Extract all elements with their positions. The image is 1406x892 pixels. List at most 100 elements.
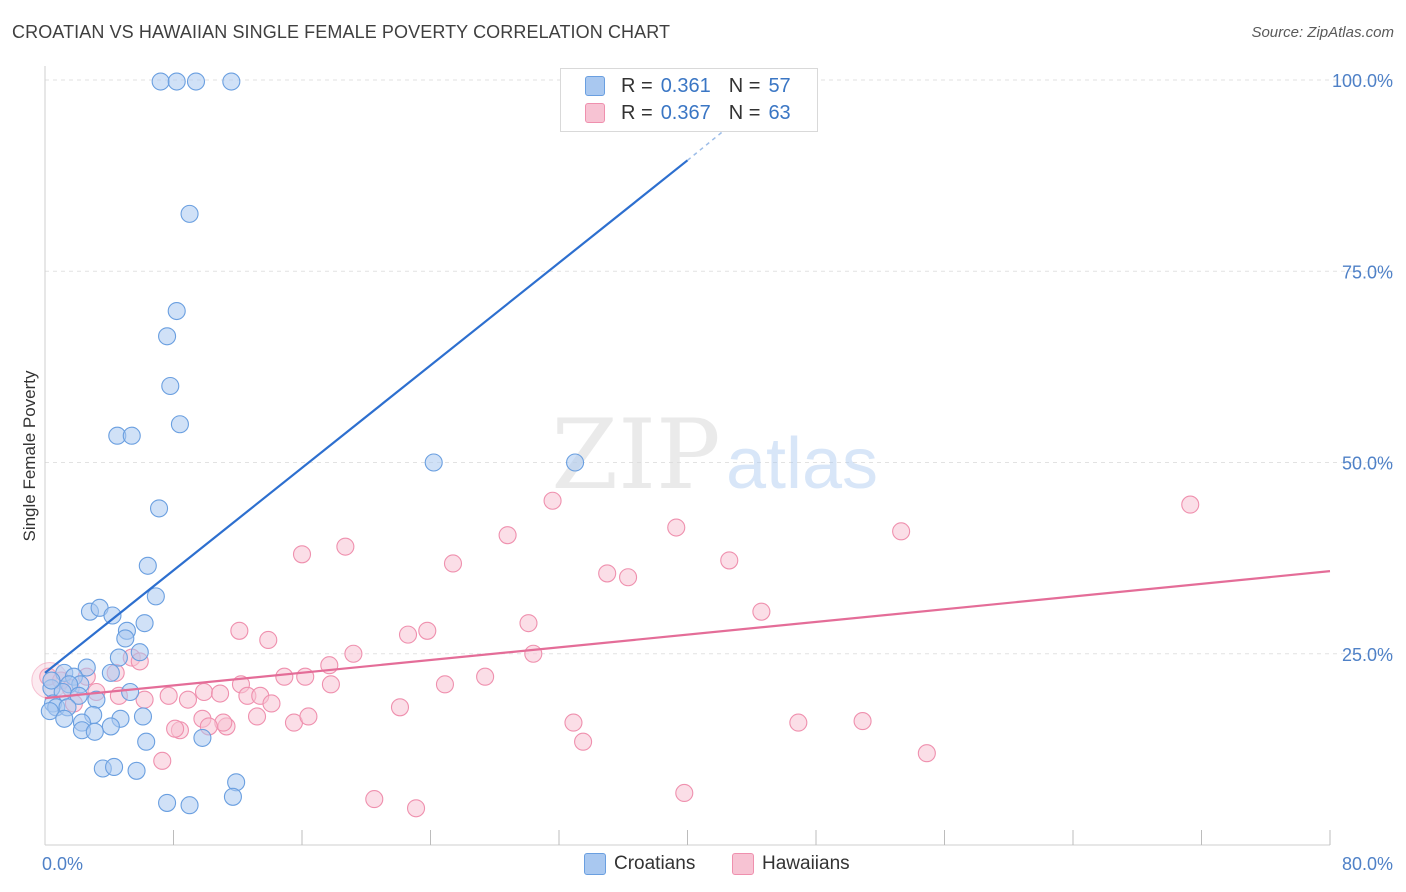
croatians-point bbox=[138, 556, 157, 575]
legend-swatch-hawaiians bbox=[732, 853, 754, 875]
croatians-point bbox=[566, 453, 585, 472]
croatians-point bbox=[42, 671, 61, 690]
hawaiians-point bbox=[259, 630, 278, 650]
hawaiians-point bbox=[498, 526, 517, 545]
croatians-point bbox=[85, 722, 104, 741]
watermark-atlas: atlas bbox=[726, 424, 878, 504]
croatians-point bbox=[122, 426, 141, 445]
hawaiians-point bbox=[853, 712, 872, 731]
n-value: 57 bbox=[768, 74, 791, 97]
r-label: R = bbox=[621, 74, 653, 97]
croatians-point bbox=[424, 453, 443, 472]
hawaiians-point bbox=[519, 614, 538, 633]
r-value: 0.367 bbox=[660, 101, 711, 124]
hawaiians-point bbox=[543, 491, 562, 510]
legend-swatch-hawaiians bbox=[585, 103, 605, 123]
hawaiians-point bbox=[443, 554, 463, 573]
hawaiians-point bbox=[230, 621, 249, 640]
x-tick-label: 80.0% bbox=[1342, 854, 1393, 874]
croatians-point bbox=[55, 709, 74, 728]
grid-lines bbox=[45, 79, 1395, 655]
hawaiians-point bbox=[178, 690, 198, 709]
croatians-point bbox=[77, 658, 96, 677]
hawaiians-point bbox=[262, 694, 281, 713]
croatians-point bbox=[121, 682, 140, 702]
hawaiians-point bbox=[564, 713, 583, 732]
hawaiians-point bbox=[321, 675, 340, 694]
croatians-point bbox=[127, 761, 146, 780]
croatians-point bbox=[186, 72, 206, 91]
legend-row-hawaiians: R = 0.367 N = 63 bbox=[585, 100, 791, 126]
croatians-point bbox=[149, 499, 169, 518]
croatians-point bbox=[170, 415, 189, 434]
legend-label-croatians: Croatians bbox=[614, 853, 696, 874]
croatians-point bbox=[146, 587, 165, 606]
hawaiians-point bbox=[476, 667, 495, 686]
hawaiians-point bbox=[598, 564, 617, 583]
hawaiians-point bbox=[194, 682, 214, 702]
croatians-point bbox=[130, 643, 149, 662]
hawaiians-point bbox=[211, 684, 230, 703]
hawaiians-point bbox=[917, 744, 936, 763]
hawaiians-point bbox=[275, 667, 294, 686]
n-label: N = bbox=[728, 74, 761, 97]
y-tick-label: 75.0% bbox=[1342, 262, 1393, 282]
croatians-point bbox=[116, 629, 135, 648]
hawaiians-point bbox=[159, 686, 178, 705]
croatians-point bbox=[109, 648, 128, 667]
legend-row-croatians: R = 0.361 N = 57 bbox=[585, 73, 791, 99]
hawaiians-point bbox=[675, 783, 694, 803]
hawaiians-point bbox=[398, 625, 418, 644]
croatians-point bbox=[135, 614, 154, 633]
hawaiians-point bbox=[247, 707, 267, 726]
hawaiians-point bbox=[292, 545, 312, 564]
hawaiians-point bbox=[166, 719, 185, 738]
croatians-point bbox=[167, 301, 186, 321]
hawaiians-point bbox=[720, 551, 739, 570]
chart-title: CROATIAN VS HAWAIIAN SINGLE FEMALE POVER… bbox=[12, 22, 671, 42]
hawaiians-point bbox=[524, 644, 543, 663]
hawaiians-point bbox=[418, 621, 437, 640]
r-label: R = bbox=[621, 101, 653, 124]
hawaiians-point bbox=[153, 751, 172, 770]
hawaiians-point bbox=[667, 518, 686, 537]
hawaiians-point bbox=[752, 602, 771, 621]
hawaiians-points bbox=[31, 491, 1200, 818]
tick-labels: 25.0% 50.0% 75.0% 100.0% 0.0% 80.0% bbox=[42, 71, 1393, 874]
legend-item-croatians: Croatians bbox=[584, 852, 695, 876]
croatians-point bbox=[161, 376, 180, 396]
croatians-point bbox=[158, 327, 177, 346]
y-tick-label: 100.0% bbox=[1332, 71, 1393, 91]
croatians-point bbox=[101, 663, 120, 682]
hawaiians-point bbox=[299, 707, 318, 726]
hawaiians-point bbox=[435, 675, 455, 694]
n-label: N = bbox=[728, 101, 761, 124]
y-axis-label: Single Female Poverty bbox=[20, 370, 39, 542]
croatians-point bbox=[222, 72, 241, 91]
croatians-trend-line bbox=[44, 159, 689, 674]
croatians-point bbox=[105, 757, 124, 777]
r-value: 0.361 bbox=[660, 74, 711, 97]
croatians-point bbox=[137, 732, 156, 751]
hawaiians-point bbox=[789, 713, 808, 732]
hawaiians-point bbox=[406, 799, 426, 818]
source-credit: Source: ZipAtlas.com bbox=[1251, 24, 1394, 41]
hawaiians-point bbox=[574, 732, 593, 751]
legend-swatch-croatians bbox=[584, 853, 606, 875]
hawaiians-point bbox=[336, 537, 355, 556]
trend-lines bbox=[44, 113, 1331, 700]
legend-item-hawaiians: Hawaiians bbox=[732, 852, 850, 876]
croatians-point bbox=[103, 606, 122, 625]
croatians-point bbox=[151, 72, 170, 91]
croatians-point bbox=[193, 728, 212, 747]
hawaiians-point bbox=[344, 644, 363, 663]
croatians-points bbox=[40, 72, 585, 815]
x-tick-label: 0.0% bbox=[42, 854, 83, 874]
y-tick-label: 25.0% bbox=[1342, 645, 1393, 665]
croatians-point bbox=[133, 707, 153, 726]
legend-swatch-croatians bbox=[585, 76, 605, 96]
croatians-point bbox=[167, 72, 186, 91]
hawaiians-point bbox=[365, 790, 384, 809]
n-value: 63 bbox=[768, 101, 791, 124]
